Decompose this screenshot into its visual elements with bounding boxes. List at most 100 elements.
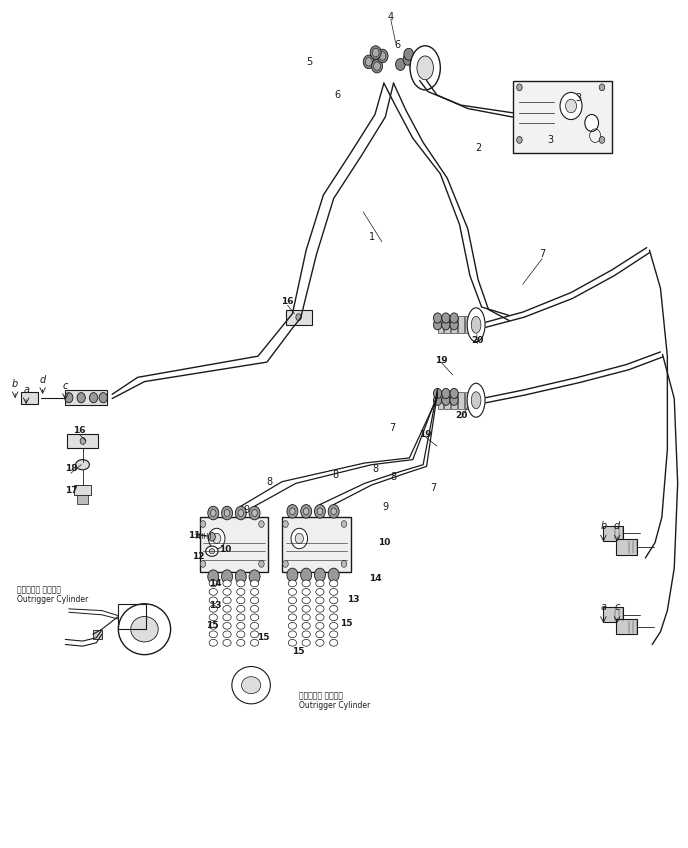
Circle shape — [517, 84, 522, 91]
Bar — [65, 390, 107, 405]
Ellipse shape — [433, 388, 442, 399]
Text: 19: 19 — [419, 430, 431, 438]
Ellipse shape — [316, 639, 324, 646]
Ellipse shape — [237, 631, 245, 638]
Ellipse shape — [433, 395, 442, 405]
Ellipse shape — [471, 316, 481, 333]
Ellipse shape — [330, 614, 338, 621]
Ellipse shape — [316, 580, 324, 587]
Ellipse shape — [288, 605, 297, 612]
Ellipse shape — [209, 639, 217, 646]
Ellipse shape — [209, 631, 217, 638]
Ellipse shape — [450, 388, 458, 399]
Text: 6: 6 — [334, 90, 340, 100]
Circle shape — [560, 92, 582, 120]
Ellipse shape — [396, 59, 405, 70]
Text: c: c — [614, 602, 620, 612]
Bar — [67, 434, 98, 448]
Ellipse shape — [223, 580, 231, 587]
Bar — [438, 392, 443, 409]
Circle shape — [341, 521, 347, 527]
Ellipse shape — [450, 313, 458, 323]
Bar — [458, 392, 464, 409]
Circle shape — [291, 528, 308, 549]
Ellipse shape — [372, 48, 379, 57]
Circle shape — [295, 533, 303, 544]
Ellipse shape — [237, 639, 245, 646]
Ellipse shape — [209, 614, 217, 621]
Circle shape — [517, 137, 522, 143]
Bar — [465, 392, 471, 409]
Ellipse shape — [288, 589, 297, 595]
Ellipse shape — [467, 308, 485, 342]
Text: 5: 5 — [306, 57, 313, 67]
Ellipse shape — [209, 605, 217, 612]
Text: 1: 1 — [369, 232, 374, 243]
Text: 7: 7 — [539, 249, 546, 259]
Text: 11: 11 — [189, 532, 201, 540]
Text: b: b — [12, 379, 19, 389]
Circle shape — [296, 314, 301, 321]
Ellipse shape — [302, 605, 310, 612]
Text: 10: 10 — [219, 545, 232, 554]
Ellipse shape — [316, 597, 324, 604]
Ellipse shape — [287, 568, 298, 582]
Ellipse shape — [287, 505, 298, 518]
Text: 10: 10 — [378, 538, 390, 547]
Bar — [93, 630, 102, 639]
Bar — [118, 604, 146, 629]
Ellipse shape — [365, 58, 372, 66]
Ellipse shape — [302, 589, 310, 595]
Ellipse shape — [235, 570, 246, 583]
Ellipse shape — [442, 320, 450, 330]
Text: 6: 6 — [395, 40, 400, 50]
Circle shape — [208, 528, 225, 549]
Circle shape — [213, 533, 221, 544]
Bar — [603, 607, 623, 622]
Text: c: c — [63, 381, 68, 391]
Ellipse shape — [370, 46, 381, 59]
Bar — [74, 485, 91, 495]
Circle shape — [283, 561, 288, 567]
Text: 19: 19 — [436, 356, 448, 365]
Text: b: b — [600, 521, 607, 531]
Ellipse shape — [410, 46, 440, 90]
Text: 3: 3 — [575, 92, 581, 103]
Bar — [603, 526, 623, 541]
Ellipse shape — [208, 506, 219, 520]
Ellipse shape — [223, 597, 231, 604]
Ellipse shape — [330, 631, 338, 638]
Ellipse shape — [288, 597, 297, 604]
Ellipse shape — [223, 639, 231, 646]
Bar — [77, 495, 88, 504]
Ellipse shape — [302, 631, 310, 638]
Circle shape — [341, 561, 347, 567]
Circle shape — [77, 393, 85, 403]
Ellipse shape — [301, 505, 312, 518]
Ellipse shape — [403, 53, 413, 65]
Ellipse shape — [209, 597, 217, 604]
Ellipse shape — [209, 549, 215, 554]
Ellipse shape — [433, 320, 442, 330]
Text: 13: 13 — [347, 595, 359, 604]
Ellipse shape — [208, 570, 219, 583]
Ellipse shape — [377, 49, 388, 63]
Circle shape — [283, 521, 288, 527]
Ellipse shape — [328, 505, 339, 518]
Ellipse shape — [328, 568, 339, 582]
Text: 14: 14 — [369, 574, 381, 583]
Ellipse shape — [237, 597, 245, 604]
Ellipse shape — [250, 597, 259, 604]
Bar — [465, 316, 471, 333]
Ellipse shape — [223, 631, 231, 638]
Ellipse shape — [316, 622, 324, 629]
Ellipse shape — [250, 639, 259, 646]
Text: 15: 15 — [257, 633, 269, 642]
Ellipse shape — [442, 313, 450, 323]
Circle shape — [200, 521, 206, 527]
Bar — [616, 619, 637, 634]
Text: 18: 18 — [65, 465, 77, 473]
Ellipse shape — [131, 616, 158, 642]
Ellipse shape — [237, 605, 245, 612]
Ellipse shape — [232, 667, 270, 704]
